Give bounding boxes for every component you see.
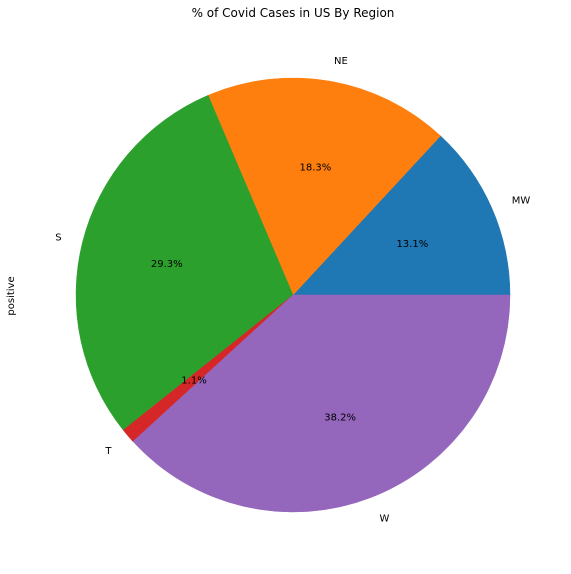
pie-slice-s <box>75 94 294 431</box>
y-axis-label: positive <box>6 276 17 315</box>
slice-percent-ne: 18.3% <box>299 163 331 174</box>
slice-percent-mw: 13.1% <box>396 239 428 250</box>
chart-title: % of Covid Cases in US By Region <box>192 6 395 20</box>
slice-percent-w: 38.2% <box>324 412 356 423</box>
slice-label-ne: NE <box>334 56 348 67</box>
pie-labels: MW 13.1% NE 18.3% S 29.3% T 1.1% W 38.2% <box>55 56 530 525</box>
slice-percent-s: 29.3% <box>151 259 183 270</box>
pie-slice-w <box>132 294 511 513</box>
pie-slice-mw <box>292 135 511 296</box>
slice-percent-t: 1.1% <box>181 376 206 387</box>
pie-slices <box>75 77 511 513</box>
slice-label-t: T <box>104 446 112 457</box>
pie-slice-ne <box>207 77 441 296</box>
slice-label-w: W <box>379 513 389 524</box>
slice-label-mw: MW <box>512 196 531 207</box>
slice-label-s: S <box>55 232 61 243</box>
